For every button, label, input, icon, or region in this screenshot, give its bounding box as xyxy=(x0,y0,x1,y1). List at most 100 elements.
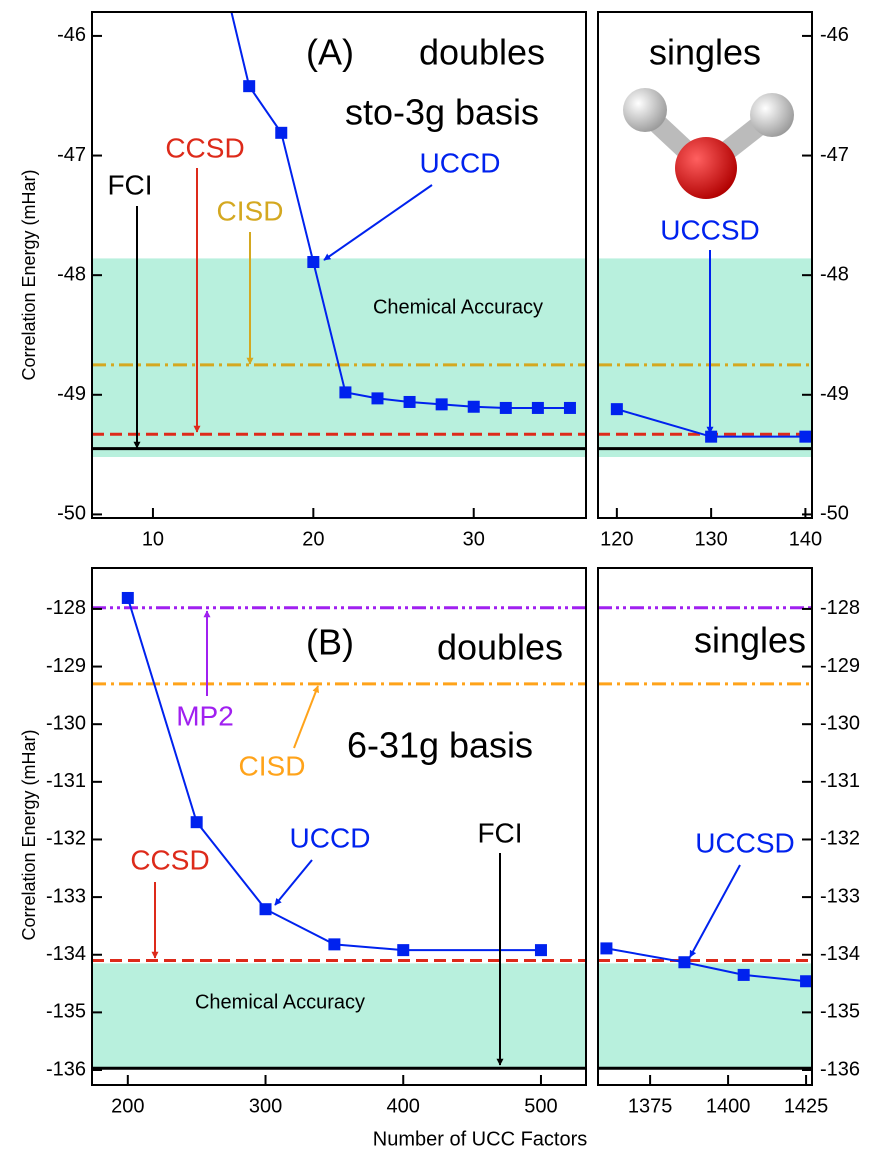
annotation: CISD xyxy=(217,195,284,226)
annotation: doubles xyxy=(437,627,563,668)
y-tick-label: -129 xyxy=(46,655,86,677)
x-tick-label: 200 xyxy=(111,1095,144,1117)
y-tick-label: -130 xyxy=(820,712,860,734)
y-tick-label: -133 xyxy=(820,885,860,907)
y-tick-label: -50 xyxy=(820,503,849,525)
annotation: (B) xyxy=(306,622,354,663)
marker xyxy=(339,386,352,399)
marker xyxy=(610,403,623,416)
y-tick-label: -132 xyxy=(46,828,86,850)
y-tick-label: -133 xyxy=(46,885,86,907)
panel-frame xyxy=(597,11,813,519)
annotation: UCCSD xyxy=(660,214,760,245)
y-tick-label: -131 xyxy=(820,770,860,792)
y-axis-label: Correlation Energy (mHar) xyxy=(19,169,39,380)
y-tick-label: -49 xyxy=(820,383,849,405)
panel: -50 -49 -48 -47 -46 120 130 140 singles UCCSD xyxy=(597,11,849,550)
marker xyxy=(403,395,416,408)
x-tick-label: 140 xyxy=(789,528,822,550)
y-tick-label: -128 xyxy=(46,597,86,619)
panel-frame xyxy=(91,11,587,519)
annotation-arrow xyxy=(689,864,741,958)
y-tick-label: -134 xyxy=(820,943,860,965)
marker xyxy=(243,80,256,93)
y-axis-label: Correlation Energy (mHar) xyxy=(19,729,39,940)
panel: -136 -135 -134 -133 -132 -131 -130 -129 -128 200 3… xyxy=(19,567,587,1117)
y-tick-label: -135 xyxy=(820,1001,860,1023)
plot-area xyxy=(92,591,586,1070)
x-tick-label: 30 xyxy=(463,528,485,550)
y-tick-label: -48 xyxy=(820,263,849,285)
y-tick-label: -134 xyxy=(46,943,86,965)
x-tick-label: 500 xyxy=(524,1095,557,1117)
annotation: (A) xyxy=(306,32,354,73)
x-axis-label: Number of UCC Factors xyxy=(373,1128,588,1150)
x-tick-label: 120 xyxy=(600,528,633,550)
annotation: CISD xyxy=(239,750,306,781)
panel-frame xyxy=(91,567,587,1086)
marker xyxy=(328,938,341,951)
y-tick-label: -46 xyxy=(57,24,86,46)
panel: -50 -49 -48 -47 -46 10 20 30 Correlation Energy … xyxy=(19,11,587,550)
marker xyxy=(467,400,480,413)
y-tick-label: -130 xyxy=(46,712,86,734)
annotation: Chemical Accuracy xyxy=(373,296,543,318)
marker xyxy=(600,942,613,955)
annotation-arrow xyxy=(323,184,433,261)
marker xyxy=(397,944,410,957)
marker xyxy=(371,392,384,405)
x-tick-label: 130 xyxy=(694,528,727,550)
annotation: sto-3g basis xyxy=(345,92,539,133)
marker xyxy=(737,968,750,981)
panel-frame xyxy=(597,567,813,1086)
marker xyxy=(259,903,272,916)
x-tick-label: 1375 xyxy=(628,1095,673,1117)
y-tick-label: -46 xyxy=(820,24,849,46)
annotation: FCI xyxy=(477,817,522,848)
y-tick-label: -129 xyxy=(820,655,860,677)
chemical-accuracy-band xyxy=(598,963,812,1069)
x-tick-label: 300 xyxy=(249,1095,282,1117)
x-tick-label: 1425 xyxy=(784,1095,829,1117)
marker xyxy=(531,401,544,414)
plot-area xyxy=(598,258,812,457)
y-tick-label: -132 xyxy=(820,828,860,850)
annotation: singles xyxy=(694,620,806,661)
panel: -136 -135 -134 -133 -132 -131 -130 -129 -128 1375… xyxy=(597,567,860,1117)
annotation-arrow xyxy=(274,859,313,906)
y-tick-label: -47 xyxy=(820,144,849,166)
marker xyxy=(275,126,288,139)
y-tick-label: -128 xyxy=(820,597,860,619)
marker xyxy=(799,430,812,443)
annotation: singles xyxy=(649,32,761,73)
marker xyxy=(800,975,812,988)
series-line xyxy=(606,947,807,983)
plot-area xyxy=(92,12,586,457)
chemical-accuracy-band xyxy=(598,258,812,457)
marker xyxy=(678,956,691,969)
annotation: Chemical Accuracy xyxy=(195,991,365,1013)
x-tick-label: 20 xyxy=(302,528,324,550)
annotation: CCSD xyxy=(130,844,209,875)
marker xyxy=(190,816,203,829)
marker xyxy=(534,944,547,957)
annotation: CCSD xyxy=(165,132,244,163)
x-tick-label: 10 xyxy=(142,528,164,550)
chemical-accuracy-band xyxy=(92,963,586,1069)
annotation: MP2 xyxy=(176,700,234,731)
x-tick-label: 400 xyxy=(387,1095,420,1117)
y-tick-label: -131 xyxy=(46,770,86,792)
y-tick-label: -50 xyxy=(57,503,86,525)
annotation: UCCD xyxy=(420,147,501,178)
annotation: UCCSD xyxy=(695,827,795,858)
annotation-arrow xyxy=(293,685,319,749)
series-line xyxy=(126,597,541,952)
y-tick-label: -48 xyxy=(57,263,86,285)
marker xyxy=(121,591,134,604)
y-tick-label: -49 xyxy=(57,383,86,405)
annotation: 6-31g basis xyxy=(347,725,533,766)
marker xyxy=(435,398,448,411)
water-molecule xyxy=(623,88,794,199)
marker xyxy=(563,401,576,414)
annotation: doubles xyxy=(419,32,545,73)
